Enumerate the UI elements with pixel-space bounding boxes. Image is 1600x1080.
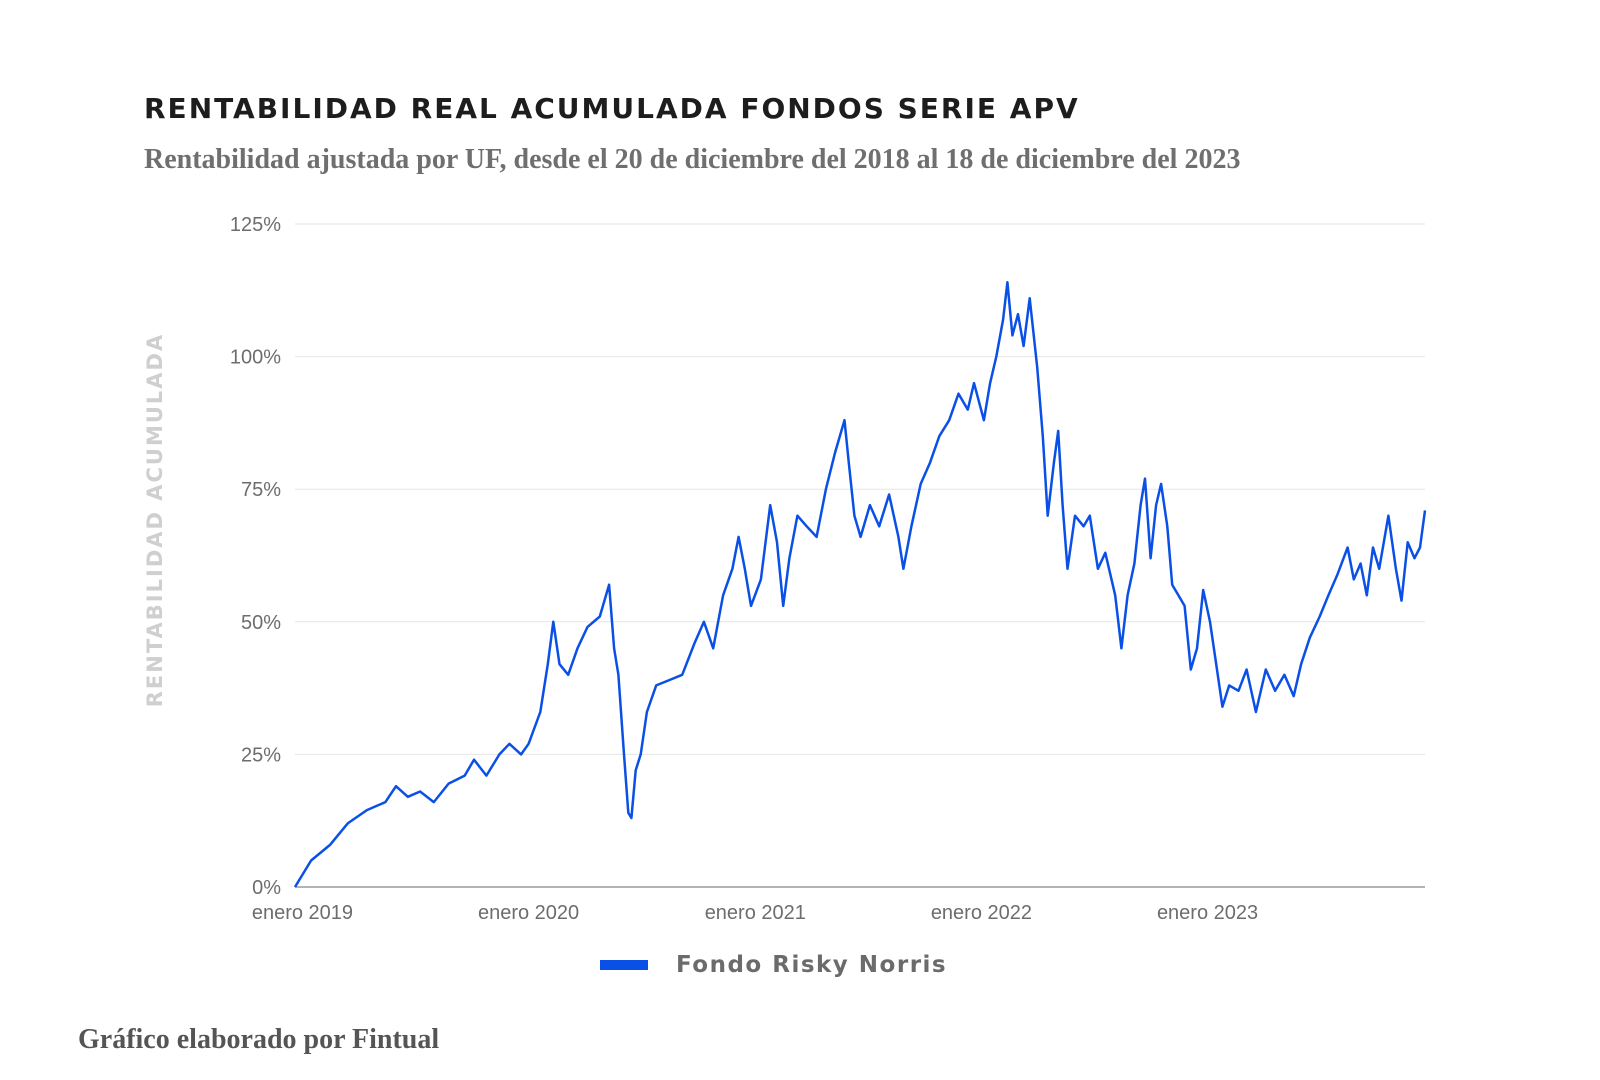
chart-subtitle: Rentabilidad ajustada por UF, desde el 2… xyxy=(144,144,1241,175)
y-tick-label: 125% xyxy=(230,214,281,236)
y-tick-label: 75% xyxy=(241,479,281,501)
legend: Fondo Risky Norris xyxy=(600,952,947,978)
legend-swatch xyxy=(600,960,648,970)
x-tick-label: enero 2022 xyxy=(931,902,1032,924)
gridlines xyxy=(295,223,1425,755)
y-tick-label: 100% xyxy=(230,347,281,369)
y-tick-label: 0% xyxy=(252,877,281,899)
chart-title: RENTABILIDAD REAL ACUMULADA FONDOS SERIE… xyxy=(144,92,1080,125)
series-layer xyxy=(293,281,1427,888)
x-axis-ticks: enero 2019 enero 2020 enero 2021 enero 2022… xyxy=(252,902,1258,924)
x-tick-label: enero 2019 xyxy=(252,902,353,924)
credit-text: Gráfico elaborado por Fintual xyxy=(78,1024,440,1055)
x-tick-label: enero 2021 xyxy=(705,902,806,924)
legend-label: Fondo Risky Norris xyxy=(676,952,948,978)
x-tick-label: enero 2023 xyxy=(1157,902,1258,924)
y-tick-label: 50% xyxy=(241,612,281,634)
y-axis-label: RENTABILIDAD ACUMULADA xyxy=(143,332,167,708)
y-tick-label: 25% xyxy=(241,744,281,766)
y-axis-ticks: 0% 25% 50% 75% 100% 125% xyxy=(230,214,281,899)
series-line xyxy=(293,281,1427,888)
x-tick-label: enero 2020 xyxy=(478,902,579,924)
